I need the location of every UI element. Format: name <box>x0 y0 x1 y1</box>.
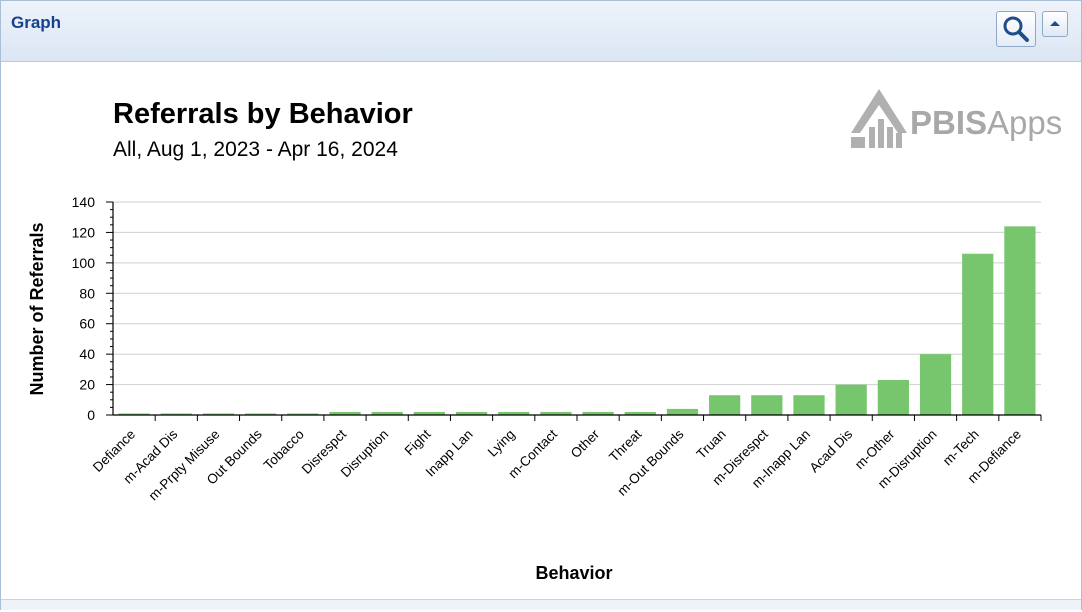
x-tick-label: Lying <box>485 427 518 460</box>
logo-mark <box>851 89 907 148</box>
zoom-button[interactable] <box>996 11 1036 47</box>
axes <box>112 202 1041 416</box>
bar <box>540 411 572 415</box>
y-axis-title: Number of Referrals <box>27 222 47 395</box>
panel-footer <box>1 599 1081 610</box>
bar <box>624 411 656 415</box>
bar <box>413 411 445 415</box>
bar <box>666 408 699 415</box>
y-tick-label: 140 <box>72 194 96 210</box>
y-axis-ticks: 0 20 40 60 80 100 120 140 <box>72 194 113 423</box>
bar <box>1004 226 1036 415</box>
y-tick-label: 40 <box>79 346 95 362</box>
bar <box>118 413 150 415</box>
bar <box>962 253 994 415</box>
bar <box>877 380 909 415</box>
x-tick-label: Threat <box>606 426 644 464</box>
y-tick-label: 120 <box>72 224 96 240</box>
bar <box>498 411 530 415</box>
x-tick-label: Fight <box>402 426 434 458</box>
pbis-apps-logo: PBISApps <box>851 89 1062 148</box>
x-tick-label: Other <box>568 426 603 461</box>
chart-title: Referrals by Behavior <box>113 98 413 130</box>
x-tick-label: m-Tech <box>940 427 982 469</box>
bar <box>287 413 319 415</box>
bars <box>118 226 1036 415</box>
panel-header: Graph <box>1 1 1081 62</box>
bar <box>245 413 277 415</box>
y-tick-label: 60 <box>79 316 95 332</box>
collapse-button[interactable] <box>1042 11 1068 37</box>
y-tick-label: 0 <box>87 407 95 423</box>
logo-text: PBISApps <box>910 104 1062 141</box>
bar <box>709 395 741 415</box>
bar <box>160 413 192 415</box>
x-axis-title: Behavior <box>535 563 612 583</box>
bar <box>455 411 488 415</box>
y-tick-label: 100 <box>72 255 96 271</box>
y-tick-label: 20 <box>79 377 95 393</box>
panel-title: Graph <box>11 13 62 32</box>
bar <box>371 411 403 415</box>
bar <box>919 354 952 415</box>
bar <box>835 384 867 415</box>
chart-subtitle: All, Aug 1, 2023 - Apr 16, 2024 <box>113 138 398 161</box>
bar <box>793 395 825 415</box>
search-icon <box>1003 16 1029 42</box>
collapse-up-icon <box>1050 21 1060 26</box>
y-tick-label: 80 <box>79 285 95 301</box>
logo-text-bold: PBIS <box>910 104 987 141</box>
logo-text-light: Apps <box>987 104 1062 141</box>
bar <box>582 411 614 415</box>
x-tick-label: Truan <box>694 427 729 462</box>
bar <box>202 413 235 415</box>
bar-chart: Referrals by Behavior All, Aug 1, 2023 -… <box>27 89 1062 583</box>
bar <box>329 411 361 415</box>
x-tick-label: Acad Dis <box>806 426 855 475</box>
gridlines <box>113 201 1041 386</box>
bar <box>751 395 783 415</box>
